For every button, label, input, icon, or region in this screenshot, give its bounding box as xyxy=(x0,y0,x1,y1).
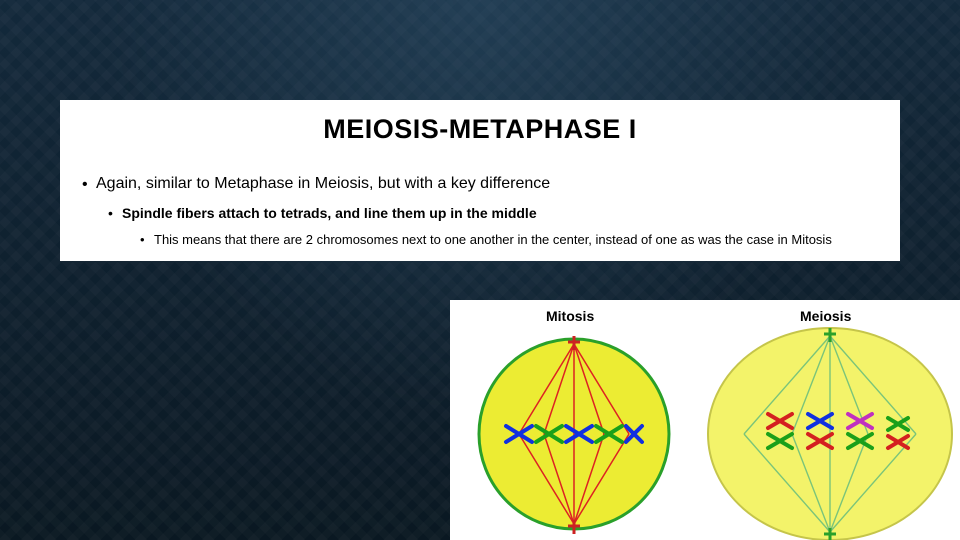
bullet-list: Again, similar to Metaphase in Meiosis, … xyxy=(78,175,882,249)
mitosis-diagram xyxy=(464,322,684,540)
bullet-l3-text: This means that there are 2 chromosomes … xyxy=(154,232,832,247)
slide-title: MEIOSIS-METAPHASE I xyxy=(78,114,882,145)
slide-panel: MEIOSIS-METAPHASE I Again, similar to Me… xyxy=(60,100,900,261)
diagram-area: Mitosis Meiosis xyxy=(450,300,960,540)
bullet-l1: Again, similar to Metaphase in Meiosis, … xyxy=(96,175,882,249)
meiosis-diagram xyxy=(702,322,960,540)
bullet-l2: Spindle fibers attach to tetrads, and li… xyxy=(122,205,882,249)
bullet-l1-text: Again, similar to Metaphase in Meiosis, … xyxy=(96,175,550,192)
bullet-l3: This means that there are 2 chromosomes … xyxy=(154,231,882,249)
bullet-l2-text: Spindle fibers attach to tetrads, and li… xyxy=(122,205,537,221)
